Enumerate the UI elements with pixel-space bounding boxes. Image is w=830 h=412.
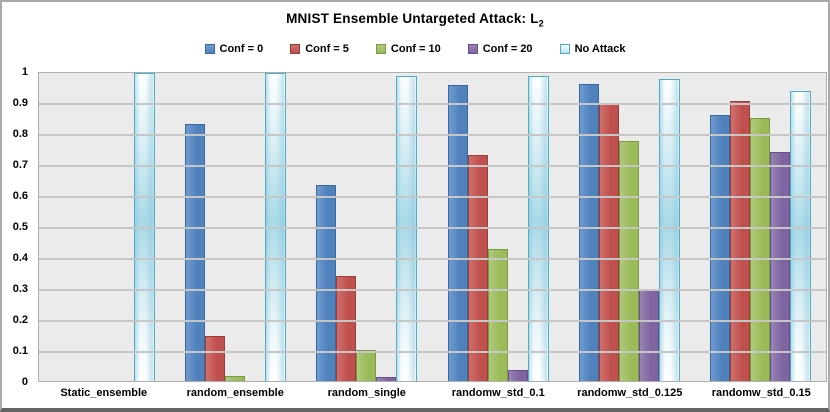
legend-item-conf-10: Conf = 10 bbox=[375, 43, 441, 55]
bar-groups bbox=[39, 73, 826, 381]
x-category-label-randomw-std-0-125: randomw_std_0.125 bbox=[577, 387, 683, 399]
y-tick-label: 0.7 bbox=[12, 159, 28, 171]
legend-item-conf-0: Conf = 0 bbox=[204, 43, 264, 55]
x-category-label-randomw-std-0-1: randomw_std_0.1 bbox=[451, 387, 545, 399]
y-tick-label: 0.1 bbox=[12, 345, 28, 357]
y-tick-label: 0.5 bbox=[12, 221, 28, 233]
x-category-label-randomw-std-0-15: randomw_std_0.15 bbox=[711, 387, 811, 399]
bar-conf-10-randomw-std-0-125 bbox=[618, 140, 639, 381]
legend-swatch-icon bbox=[204, 44, 215, 54]
bar-conf-0-randomw-std-0-1 bbox=[447, 85, 468, 381]
bar-conf-5-randomw-std-0-1 bbox=[467, 154, 488, 381]
legend-label: Conf = 20 bbox=[482, 43, 533, 55]
bar-conf-0-random-ensemble bbox=[185, 123, 206, 381]
legend-item-conf-20: Conf = 20 bbox=[467, 43, 533, 55]
x-category-label-static-ensemble: Static_ensemble bbox=[60, 387, 148, 399]
y-tick-label: 0.8 bbox=[12, 128, 28, 140]
bar-group-randomw-std-0-125 bbox=[564, 73, 695, 381]
bar-group-random-ensemble bbox=[170, 73, 301, 381]
bar-conf-20-randomw-std-0-15 bbox=[769, 151, 790, 381]
chart-title-text: MNIST Ensemble Untargeted Attack: L bbox=[286, 11, 539, 26]
legend-swatch-icon bbox=[290, 44, 301, 54]
bar-no-attack-randomw-std-0-125 bbox=[658, 79, 680, 381]
bar-conf-20-randomw-std-0-125 bbox=[638, 290, 659, 381]
x-category-label-random-ensemble: random_ensemble bbox=[186, 387, 284, 399]
bar-conf-5-randomw-std-0-125 bbox=[598, 103, 619, 381]
legend-label: Conf = 5 bbox=[305, 43, 349, 55]
chart-title-subscript: 2 bbox=[538, 18, 544, 29]
chart-title: MNIST Ensemble Untargeted Attack: L2 bbox=[2, 11, 828, 29]
bar-conf-0-randomw-std-0-125 bbox=[578, 83, 599, 381]
y-axis: 1 0.9 0.8 0.7 0.6 0.5 0.4 0.3 0.2 0.1 0 bbox=[2, 66, 33, 388]
y-tick-label: 1 bbox=[21, 66, 28, 78]
legend: Conf = 0 Conf = 5 Conf = 10 Conf = 20 No Att… bbox=[2, 43, 828, 55]
y-tick-label: 0.3 bbox=[12, 283, 28, 295]
legend-swatch-icon bbox=[467, 44, 478, 54]
gridline bbox=[39, 134, 826, 136]
gridline bbox=[39, 258, 826, 260]
y-tick-label: 0.4 bbox=[12, 252, 28, 264]
bar-group-random-single bbox=[301, 73, 432, 381]
legend-item-conf-5: Conf = 5 bbox=[290, 43, 349, 55]
bar-conf-5-random-single bbox=[336, 276, 357, 381]
bar-no-attack-randomw-std-0-15 bbox=[789, 91, 811, 381]
gridline bbox=[39, 351, 826, 353]
y-tick-label: 0.2 bbox=[12, 314, 28, 326]
x-axis: Static_ensemble random_ensemble random_sin… bbox=[38, 387, 827, 399]
gridline bbox=[39, 165, 826, 167]
y-tick-label: 0.6 bbox=[12, 190, 28, 202]
legend-label: No Attack bbox=[574, 43, 626, 55]
gridline bbox=[39, 320, 826, 322]
gridline bbox=[39, 196, 826, 198]
legend-swatch-icon bbox=[375, 44, 386, 54]
bar-conf-0-randomw-std-0-15 bbox=[709, 114, 730, 381]
plot-area bbox=[38, 72, 827, 382]
legend-swatch-icon bbox=[559, 44, 570, 54]
gridline bbox=[39, 227, 826, 229]
bar-conf-20-random-single bbox=[376, 377, 397, 381]
legend-label: Conf = 0 bbox=[219, 43, 264, 55]
x-category-label-random-single: random_single bbox=[327, 387, 406, 399]
bar-conf-20-randomw-std-0-1 bbox=[507, 370, 528, 381]
bar-group-randomw-std-0-15 bbox=[695, 73, 826, 381]
legend-label: Conf = 10 bbox=[390, 43, 441, 55]
bar-conf-10-random-ensemble bbox=[225, 376, 246, 381]
bar-group-randomw-std-0-1 bbox=[433, 73, 564, 381]
gridline bbox=[39, 103, 826, 105]
bar-conf-5-randomw-std-0-15 bbox=[729, 100, 750, 381]
bar-conf-0-random-single bbox=[316, 185, 337, 381]
bar-conf-10-randomw-std-0-1 bbox=[487, 248, 508, 381]
bar-conf-10-random-single bbox=[356, 350, 377, 381]
gridline bbox=[39, 289, 826, 291]
y-tick-label: 0 bbox=[21, 376, 28, 388]
y-tick-label: 0.9 bbox=[12, 97, 28, 109]
bar-conf-5-random-ensemble bbox=[205, 336, 226, 381]
legend-item-no-attack: No Attack bbox=[559, 43, 626, 55]
bar-conf-10-randomw-std-0-15 bbox=[749, 117, 770, 381]
